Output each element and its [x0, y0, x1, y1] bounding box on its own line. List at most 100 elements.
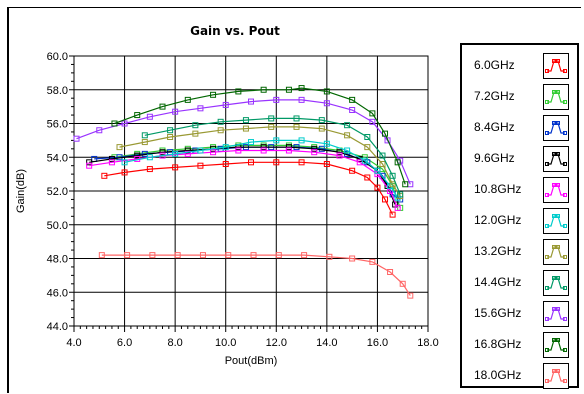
- data-point: [399, 280, 406, 287]
- data-point: [397, 191, 404, 198]
- data-point: [250, 252, 257, 259]
- legend-item: 10.8GHz: [462, 173, 577, 204]
- data-point: [379, 161, 386, 167]
- data-point: [210, 91, 217, 98]
- data-point: [192, 130, 199, 137]
- data-point: [242, 117, 249, 124]
- chart-title: Gain vs. Pout: [190, 24, 280, 38]
- series-16.8GHz: [111, 85, 409, 188]
- data-point: [374, 184, 381, 191]
- legend-label: 10.8GHz: [474, 182, 522, 196]
- data-point: [268, 123, 275, 130]
- data-point: [311, 145, 318, 152]
- y-axis-label: Gain(dB): [15, 169, 27, 213]
- data-point: [98, 252, 105, 259]
- legend-label: 16.8GHz: [474, 337, 522, 351]
- series-14.4GHz: [141, 115, 404, 198]
- data-point: [298, 96, 305, 103]
- legend-item: 9.6GHz: [462, 142, 577, 173]
- x-tick-label: 8.0: [167, 337, 182, 349]
- data-point: [387, 269, 394, 275]
- data-point: [298, 85, 305, 92]
- data-point: [225, 252, 232, 259]
- data-point: [192, 122, 199, 129]
- legend-line-icon: [545, 307, 567, 321]
- x-tick-label: 14.0: [316, 337, 337, 349]
- data-point: [121, 169, 128, 176]
- data-point: [369, 118, 376, 125]
- series-line: [144, 117, 401, 195]
- data-point: [124, 252, 131, 259]
- y-tick-label: 60.0: [47, 51, 68, 63]
- legend-item: 6.0GHz: [462, 49, 577, 80]
- series-line: [101, 254, 411, 296]
- data-point: [141, 139, 148, 146]
- data-point: [326, 253, 333, 260]
- data-point: [402, 181, 409, 188]
- data-point: [184, 96, 191, 103]
- data-point: [318, 145, 325, 152]
- y-tick-label: 58.0: [47, 85, 68, 97]
- data-point: [311, 149, 318, 156]
- legend-line-icon: [545, 338, 567, 352]
- data-point: [293, 115, 300, 122]
- legend-item: 12.0GHz: [462, 204, 577, 235]
- y-tick-label: 52.0: [47, 186, 68, 198]
- legend-label: 13.2GHz: [474, 244, 522, 258]
- legend-item: 7.2GHz: [462, 80, 577, 111]
- data-point: [389, 181, 396, 188]
- data-point: [174, 252, 181, 259]
- legend-line-icon: [545, 152, 567, 166]
- legend-item: 16.8GHz: [462, 328, 577, 359]
- data-point: [349, 96, 356, 103]
- series-line: [104, 161, 394, 215]
- legend-item: 8.4GHz: [462, 111, 577, 142]
- data-point: [349, 167, 356, 174]
- data-point: [318, 117, 325, 124]
- data-point: [323, 100, 330, 107]
- legend-label: 9.6GHz: [474, 151, 515, 165]
- data-point: [172, 164, 179, 171]
- data-point: [364, 174, 371, 181]
- legend-label: 15.6GHz: [474, 306, 522, 320]
- legend-swatch: [543, 301, 569, 327]
- data-point: [149, 252, 156, 259]
- y-tick-label: 46.0: [47, 287, 68, 299]
- data-point: [197, 147, 204, 154]
- data-point: [235, 147, 242, 154]
- data-point: [285, 86, 292, 93]
- data-point: [134, 152, 141, 159]
- data-point: [301, 252, 308, 259]
- data-point: [293, 123, 300, 130]
- series-line: [76, 99, 411, 185]
- data-point: [199, 252, 206, 259]
- x-tick-label: 16.0: [367, 337, 388, 349]
- legend-label: 14.4GHz: [474, 275, 522, 289]
- legend-item: 15.6GHz: [462, 297, 577, 328]
- x-tick-label: 4.0: [66, 337, 81, 349]
- legend-swatch: [543, 53, 569, 79]
- data-point: [222, 101, 229, 108]
- data-point: [159, 103, 166, 110]
- legend-line-icon: [545, 245, 567, 259]
- legend-item: 18.0GHz: [462, 359, 577, 390]
- data-point: [364, 134, 371, 140]
- series-line: [89, 146, 396, 205]
- data-point: [184, 150, 191, 157]
- data-point: [121, 120, 128, 127]
- legend-label: 8.4GHz: [474, 120, 515, 134]
- data-point: [86, 159, 93, 166]
- data-point: [146, 166, 153, 173]
- data-point: [146, 113, 153, 120]
- data-point: [116, 144, 123, 151]
- data-point: [217, 127, 224, 134]
- y-tick-label: 50.0: [47, 220, 68, 232]
- data-point: [248, 139, 254, 146]
- data-point: [197, 105, 204, 112]
- data-point: [159, 149, 166, 156]
- data-point: [210, 149, 217, 156]
- legend-swatch: [543, 332, 569, 358]
- data-point: [222, 161, 229, 167]
- data-point: [298, 159, 305, 166]
